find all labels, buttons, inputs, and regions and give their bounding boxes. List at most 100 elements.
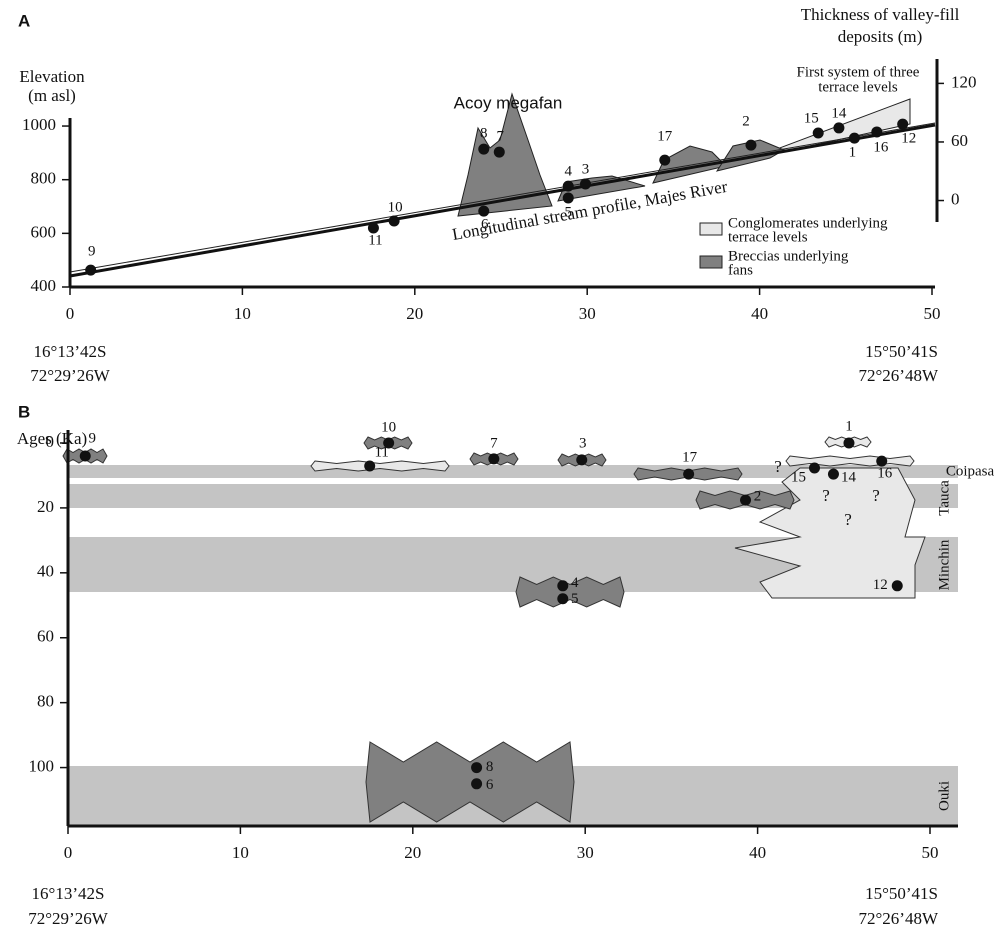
annotation: Acoy megafan: [454, 93, 563, 112]
legend-label: fans: [728, 262, 753, 278]
annotation: First system of three: [797, 64, 920, 80]
sample-label: 1: [845, 418, 853, 434]
sample-label: 1: [849, 145, 857, 161]
sample-point: [478, 206, 489, 217]
sample-label: 5: [564, 204, 572, 220]
sample-point: [471, 778, 482, 789]
sample-label: 9: [88, 430, 96, 446]
sample-label: 8: [480, 126, 488, 142]
sample-label: 15: [804, 110, 819, 126]
sample-point: [488, 453, 499, 464]
sample-label: 4: [564, 164, 572, 180]
band-label: Minchin: [936, 539, 952, 590]
y-tick-label: 600: [31, 222, 57, 241]
y-tick-label: 20: [37, 497, 54, 516]
sample-point: [563, 181, 574, 192]
sample-label: 6: [481, 217, 489, 233]
sample-point: [833, 122, 844, 133]
sample-label: 5: [571, 591, 579, 607]
coordinate: 72°29’26W: [28, 909, 108, 928]
sample-label: 8: [486, 759, 494, 775]
sample-label: 17: [657, 129, 673, 145]
legend-swatch: [700, 256, 722, 268]
y-tick-label: 80: [37, 692, 54, 711]
sample-label: 16: [877, 466, 893, 482]
sample-label: 17: [682, 450, 698, 466]
sample-point: [557, 593, 568, 604]
sample-point: [478, 144, 489, 155]
y-tick-label: 100: [29, 756, 55, 775]
sample-point: [843, 437, 854, 448]
sample-label: 12: [873, 577, 888, 593]
sample-point: [828, 469, 839, 480]
fan: [786, 456, 914, 466]
y2-label: deposits (m): [838, 27, 923, 46]
sample-point: [813, 128, 824, 139]
y2-label: Thickness of valley-fill: [801, 5, 960, 24]
annotation: ?: [822, 486, 830, 505]
sample-point: [576, 454, 587, 465]
y-label: Elevation: [19, 67, 85, 86]
annotation: ?: [844, 510, 852, 529]
x-tick-label: 30: [577, 843, 594, 862]
sample-label: 11: [368, 232, 382, 248]
sample-label: 9: [88, 244, 96, 260]
x-tick-label: 10: [234, 304, 251, 323]
sample-point: [897, 119, 908, 130]
coordinate: 72°29’26W: [30, 366, 110, 385]
sample-point: [740, 495, 751, 506]
sample-label: 6: [486, 777, 494, 793]
band-label: Tauca: [936, 480, 952, 516]
sample-point: [557, 580, 568, 591]
sample-point: [745, 140, 756, 151]
sample-point: [892, 580, 903, 591]
legend-label: terrace levels: [728, 229, 808, 245]
x-tick-label: 20: [406, 304, 423, 323]
x-tick-label: 10: [232, 843, 249, 862]
sample-label: 11: [374, 444, 388, 460]
y-tick-label: 400: [31, 276, 57, 295]
sample-label: 4: [571, 575, 579, 591]
sample-label: 7: [497, 129, 505, 145]
y-tick-label: 40: [37, 562, 54, 581]
y-tick-label: 1000: [22, 115, 56, 134]
sample-point: [494, 147, 505, 158]
sample-label: 2: [754, 489, 762, 505]
coordinate: 72°26’48W: [858, 366, 938, 385]
sample-point: [659, 155, 670, 166]
sample-label: 14: [831, 105, 847, 121]
panel-label: B: [18, 402, 30, 421]
sample-point: [563, 192, 574, 203]
sample-label: 10: [381, 419, 396, 435]
sample-point: [80, 450, 91, 461]
sample-point: [389, 216, 400, 227]
sample-label: 10: [388, 199, 403, 215]
coordinate: 15°50’41S: [865, 884, 938, 903]
x-tick-label: 0: [66, 304, 75, 323]
sample-label: 7: [490, 435, 498, 451]
y2-tick-label: 120: [951, 72, 977, 91]
sample-label: 14: [841, 470, 857, 486]
y-tick-label: 0: [46, 432, 55, 451]
sample-point: [809, 462, 820, 473]
x-tick-label: 20: [404, 843, 421, 862]
y2-tick-label: 60: [951, 131, 968, 150]
sample-point: [580, 178, 591, 189]
sample-point: [364, 461, 375, 472]
sample-point: [683, 469, 694, 480]
x-tick-label: 30: [579, 304, 596, 323]
sample-label: 2: [742, 114, 750, 130]
sample-label: 12: [901, 131, 916, 147]
coordinate: 16°13’42S: [32, 884, 105, 903]
x-tick-label: 40: [751, 304, 768, 323]
band-label: Coipasa: [946, 463, 995, 479]
sample-point: [849, 133, 860, 144]
panel-label: A: [18, 11, 30, 30]
sample-point: [871, 126, 882, 137]
coordinate: 16°13’42S: [34, 342, 107, 361]
sample-point: [471, 762, 482, 773]
annotation: terrace levels: [818, 79, 898, 95]
y2-tick-label: 0: [951, 189, 960, 208]
y-tick-label: 60: [37, 627, 54, 646]
x-tick-label: 50: [924, 304, 941, 323]
